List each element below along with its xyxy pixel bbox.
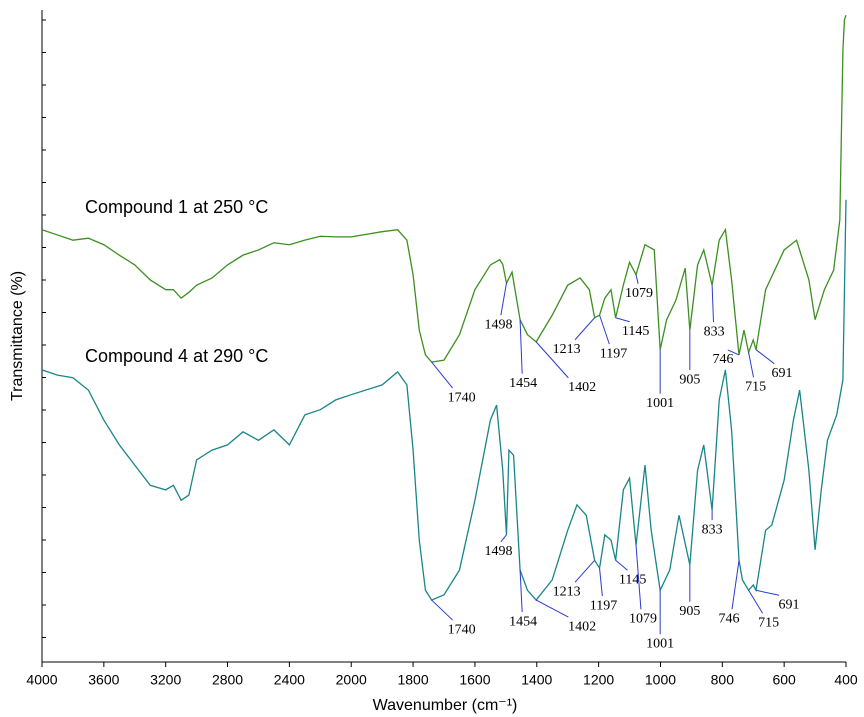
peak-label: 1213	[553, 342, 581, 357]
peak-leader	[500, 283, 507, 316]
x-tick-label: 1800	[397, 672, 428, 688]
x-tick-label: 600	[772, 672, 796, 688]
peak-leader	[748, 352, 754, 378]
peak-label: 715	[758, 615, 779, 630]
peak-leader	[731, 560, 740, 610]
x-tick-label: 1200	[583, 672, 614, 688]
peak-label: 1145	[619, 573, 646, 588]
x-tick-label: 4000	[26, 672, 57, 688]
x-tick-label: 2400	[274, 672, 305, 688]
peak-label: 1498	[484, 544, 512, 559]
peak-leader	[615, 317, 630, 323]
x-tick-label: 1600	[459, 672, 490, 688]
y-axis-title: Transmittance (%)	[9, 271, 26, 401]
peak-label: 1197	[590, 598, 617, 613]
spectrum-line	[41, 199, 847, 602]
peak-label: 1740	[448, 390, 476, 405]
peak-leader	[635, 274, 639, 284]
peak-label: 1454	[509, 376, 537, 391]
x-axis-title: Wavenumber (cm⁻¹)	[373, 697, 518, 714]
peak-leader	[755, 589, 780, 596]
peak-label: 1213	[553, 585, 581, 600]
peak-leader	[727, 349, 740, 356]
x-tick-label: 2800	[212, 672, 243, 688]
x-tick-label: 3200	[150, 672, 181, 688]
x-tick-label: 2000	[336, 672, 367, 688]
peak-leader	[748, 590, 764, 614]
peak-label: 1079	[629, 612, 657, 627]
peak-label: 746	[713, 352, 734, 367]
peak-label: 691	[772, 366, 793, 381]
x-tick-label: 1400	[521, 672, 552, 688]
peak-leader	[431, 361, 454, 389]
peak-label: 1079	[625, 286, 653, 301]
peak-label: 905	[679, 604, 700, 619]
peak-label: 1001	[646, 396, 674, 411]
peak-leader	[755, 349, 775, 365]
peak-leader	[599, 568, 603, 597]
peak-leader	[615, 559, 628, 571]
peak-label: 833	[704, 324, 725, 339]
peak-leader	[500, 534, 507, 543]
peak-leader	[599, 314, 610, 345]
peak-leader	[519, 570, 523, 613]
peak-leader	[535, 599, 569, 618]
peak-label: 1001	[646, 636, 674, 651]
peak-label: 833	[702, 522, 723, 537]
series-label: Compound 1 at 250 °C	[85, 197, 268, 217]
peak-label: 1197	[600, 346, 627, 361]
x-tick-label: 1000	[645, 672, 676, 688]
peak-leader	[431, 599, 453, 621]
x-tick-label: 800	[711, 672, 735, 688]
peak-label: 691	[779, 597, 800, 612]
peak-label: 1145	[622, 324, 649, 339]
peak-leader	[519, 319, 523, 374]
series-label: Compound 4 at 290 °C	[85, 346, 268, 366]
peak-label: 746	[719, 612, 740, 627]
peak-label: 1402	[568, 619, 596, 634]
spectrum-line	[41, 15, 847, 363]
peak-label: 1740	[448, 622, 476, 637]
x-tick-label: 400	[834, 672, 858, 688]
peak-leader	[574, 317, 595, 341]
peak-label: 905	[679, 372, 700, 387]
peak-label: 1402	[568, 380, 596, 395]
peak-leader	[574, 559, 595, 583]
peak-label: 715	[745, 380, 766, 395]
peak-label: 1454	[509, 614, 537, 629]
peak-label: 1498	[484, 317, 512, 332]
peak-leader	[535, 341, 569, 379]
peak-leader	[635, 545, 642, 610]
x-tick-label: 3600	[88, 672, 119, 688]
peak-leader	[711, 285, 715, 323]
